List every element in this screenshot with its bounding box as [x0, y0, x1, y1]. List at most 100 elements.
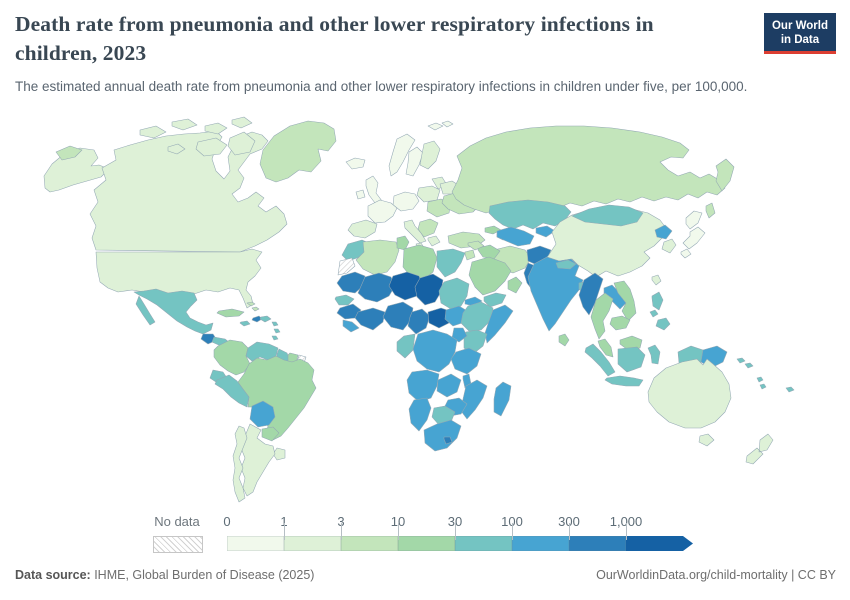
country-argentina[interactable] — [240, 423, 276, 497]
country-vietnam[interactable] — [613, 280, 637, 322]
country-oman[interactable] — [507, 276, 523, 294]
country-bolivia[interactable] — [249, 400, 276, 428]
country-iberia[interactable] — [347, 219, 378, 239]
country-angola[interactable] — [406, 369, 440, 403]
country-ireland[interactable] — [355, 189, 366, 200]
country-yemen[interactable] — [483, 292, 507, 308]
country-egypt[interactable] — [436, 248, 466, 278]
country-south-korea[interactable] — [661, 238, 677, 254]
country-poland[interactable] — [416, 185, 441, 203]
country-cote-divoire-ghana[interactable] — [354, 307, 386, 331]
country-dr-congo[interactable] — [412, 329, 458, 373]
country-mongolia[interactable] — [571, 204, 644, 227]
country-western-sahara[interactable] — [337, 257, 356, 276]
country-paraguay[interactable] — [261, 426, 280, 442]
country-bahamas[interactable] — [246, 301, 260, 312]
country-brazil[interactable] — [237, 355, 317, 441]
country-svalbard[interactable] — [427, 120, 454, 131]
country-canada[interactable] — [89, 130, 288, 253]
country-chile[interactable] — [232, 425, 248, 503]
country-ethiopia[interactable] — [460, 301, 494, 332]
country-thailand[interactable] — [590, 292, 614, 340]
country-tanzania[interactable] — [450, 347, 482, 375]
country-australia[interactable] — [647, 358, 732, 429]
country-congo-gabon[interactable] — [396, 333, 416, 359]
country-nigeria[interactable] — [382, 301, 414, 331]
owid-logo[interactable]: Our World in Data — [763, 13, 836, 55]
license-label: | CC BY — [787, 568, 836, 582]
country-new-zealand[interactable] — [745, 433, 774, 465]
legend-bin-3-10[interactable] — [341, 536, 398, 551]
country-russia-kamchatka[interactable] — [705, 158, 735, 219]
country-libya[interactable] — [402, 244, 438, 281]
country-greenland[interactable] — [259, 120, 337, 183]
country-sudan[interactable] — [438, 277, 470, 310]
country-russia-chukotka-west[interactable] — [55, 145, 83, 161]
country-canada-arctic-islands[interactable] — [139, 116, 256, 157]
country-lesser-antilles[interactable] — [271, 321, 281, 341]
country-zambia[interactable] — [436, 373, 462, 398]
country-russia[interactable] — [451, 125, 726, 214]
country-taiwan[interactable] — [651, 274, 662, 286]
country-alaska[interactable] — [43, 147, 110, 193]
country-sri-lanka[interactable] — [558, 333, 570, 347]
country-senegal[interactable] — [334, 294, 355, 306]
country-india[interactable] — [527, 256, 584, 332]
country-china[interactable] — [546, 206, 667, 278]
country-jamaica[interactable] — [239, 320, 251, 327]
country-uganda[interactable] — [451, 327, 468, 343]
country-dominican-republic[interactable] — [259, 315, 272, 323]
country-north-korea[interactable] — [654, 224, 673, 240]
country-usa[interactable] — [95, 248, 263, 309]
country-lesotho[interactable] — [443, 436, 453, 445]
country-japan[interactable] — [680, 210, 706, 259]
country-iceland[interactable] — [345, 157, 366, 170]
country-united-kingdom[interactable] — [365, 175, 383, 204]
country-balkans[interactable] — [417, 218, 439, 238]
country-solomon-islands[interactable] — [736, 357, 754, 369]
country-kazakhstan[interactable] — [488, 199, 572, 230]
legend-bin-10-30[interactable] — [398, 536, 455, 551]
country-malaysia[interactable] — [597, 335, 643, 358]
country-somalia[interactable] — [484, 304, 514, 344]
legend-no-data-swatch[interactable] — [153, 536, 203, 553]
legend-bin-30-100[interactable] — [455, 536, 512, 551]
country-sweden[interactable] — [405, 146, 424, 177]
country-cambodia[interactable] — [609, 315, 631, 331]
country-namibia[interactable] — [408, 397, 432, 432]
legend-bin-100-300[interactable] — [512, 536, 569, 551]
country-saudi-arabia[interactable] — [468, 256, 512, 296]
country-haiti[interactable] — [251, 315, 263, 323]
country-jordan-israel[interactable] — [464, 249, 476, 261]
country-kenya[interactable] — [463, 329, 488, 355]
owid-link[interactable]: OurWorldinData.org/child-mortality — [596, 568, 788, 582]
country-cameroon[interactable] — [407, 308, 431, 335]
country-greece[interactable] — [427, 235, 441, 247]
legend-bin-300-1000[interactable] — [569, 536, 626, 551]
country-mauritania[interactable] — [336, 271, 366, 294]
country-syria[interactable] — [467, 240, 485, 251]
country-indonesia[interactable] — [584, 343, 661, 387]
country-philippines[interactable] — [649, 291, 671, 331]
country-algeria[interactable] — [355, 239, 400, 276]
country-vanuatu[interactable] — [756, 376, 767, 390]
country-kyrgyzstan-tajikistan[interactable] — [535, 225, 556, 238]
country-cuba[interactable] — [216, 308, 245, 318]
country-uzbekistan-turkmenistan[interactable] — [496, 226, 535, 247]
country-fiji[interactable] — [785, 386, 795, 393]
country-mexico[interactable] — [133, 288, 214, 335]
country-nepal[interactable] — [555, 259, 577, 270]
country-peru[interactable] — [214, 374, 250, 408]
country-france[interactable] — [367, 199, 398, 224]
country-south-africa[interactable] — [423, 419, 462, 452]
country-tasmania[interactable] — [698, 433, 715, 447]
country-madagascar[interactable] — [493, 381, 512, 417]
legend-bin-1-3[interactable] — [284, 536, 341, 551]
legend-bin-0-1[interactable] — [227, 536, 284, 551]
country-norway[interactable] — [388, 133, 416, 177]
country-sierra-leone-liberia[interactable] — [342, 319, 360, 333]
country-finland[interactable] — [419, 140, 441, 170]
legend-bin-1000+[interactable] — [626, 536, 693, 551]
country-chad[interactable] — [414, 273, 444, 306]
country-colombia[interactable] — [213, 339, 251, 376]
